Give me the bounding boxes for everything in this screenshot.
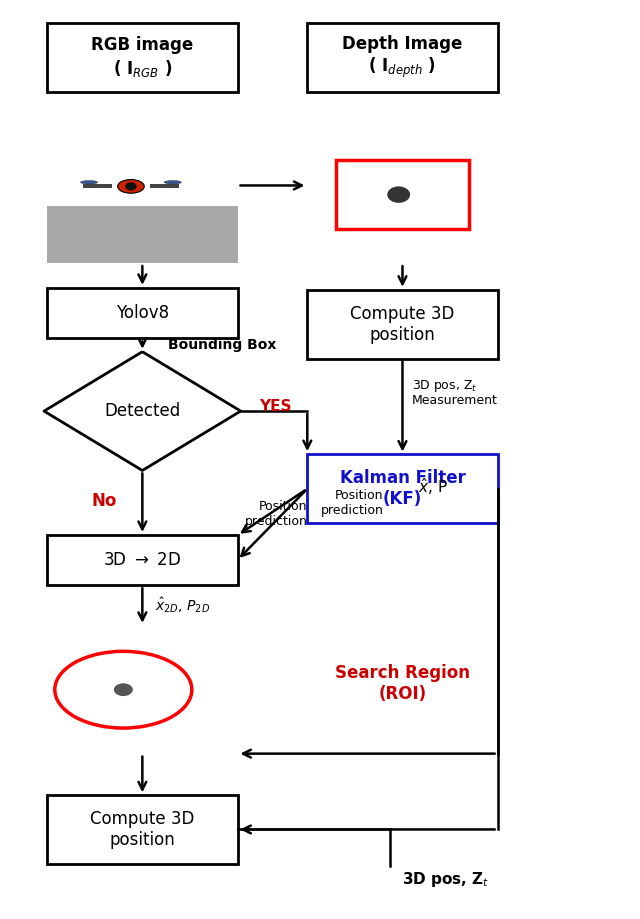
Text: Search Region
(ROI): Search Region (ROI) <box>335 664 470 703</box>
Text: No: No <box>92 492 117 510</box>
FancyBboxPatch shape <box>47 535 237 585</box>
Text: RGB image
( I$_{RGB}$ ): RGB image ( I$_{RGB}$ ) <box>92 37 193 79</box>
FancyBboxPatch shape <box>47 795 237 864</box>
Text: Detected: Detected <box>104 403 180 420</box>
Text: $\hat{x}$, P: $\hat{x}$, P <box>419 476 448 497</box>
Text: 3D pos, Z$_t$: 3D pos, Z$_t$ <box>403 870 490 890</box>
Text: Compute 3D
position: Compute 3D position <box>90 810 195 849</box>
FancyBboxPatch shape <box>307 23 498 92</box>
Text: $\hat{x}_{2D}$, $P_{2D}$: $\hat{x}_{2D}$, $P_{2D}$ <box>155 596 210 616</box>
Text: Compute 3D
position: Compute 3D position <box>350 305 454 344</box>
Text: Position
prediction: Position prediction <box>321 489 383 517</box>
Text: Yolov8: Yolov8 <box>116 304 169 323</box>
Text: Measurement: Measurement <box>412 393 498 406</box>
Text: Kalman Filter
(KF): Kalman Filter (KF) <box>340 470 465 508</box>
Text: Bounding Box: Bounding Box <box>168 338 276 352</box>
FancyBboxPatch shape <box>307 455 498 523</box>
Text: YES: YES <box>259 399 292 414</box>
Text: Depth Image
( I$_{depth}$ ): Depth Image ( I$_{depth}$ ) <box>342 35 463 80</box>
Text: 3D $\rightarrow$ 2D: 3D $\rightarrow$ 2D <box>103 551 181 569</box>
FancyBboxPatch shape <box>47 289 237 338</box>
FancyBboxPatch shape <box>307 290 498 358</box>
FancyBboxPatch shape <box>47 23 237 92</box>
Text: 3D pos, Z$_t$: 3D pos, Z$_t$ <box>412 379 477 394</box>
Text: Position
prediction: Position prediction <box>244 500 307 528</box>
